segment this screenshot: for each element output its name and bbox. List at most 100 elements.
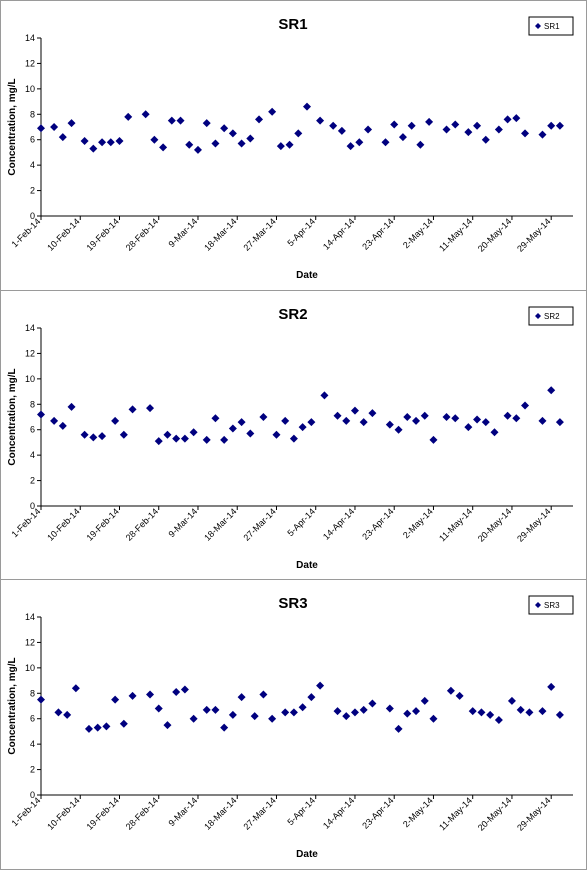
y-tick-label: 6 [30,135,35,145]
data-point [525,708,534,717]
chart-svg-sr1: SR1 0 2 4 6 8 10 12 14 1-Feb-14 10-Feb-14 19-Feb-14… [7,16,574,281]
chart-svg-sr3: SR3 0 2 4 6 8 10 12 14 1-Feb-14 10-Feb-14 19-Feb-14… [7,595,574,860]
x-tick-label: 27-Mar-14 [241,506,277,542]
x-tick-label: 5-Apr-14 [285,506,317,538]
data-point [246,429,255,438]
y-axis-label: Concentration, mg/L [7,78,18,175]
data-point [381,138,390,147]
data-point [111,416,120,425]
x-tick-label: 18-Mar-14 [202,506,238,542]
data-point [37,124,45,133]
y-tick-label: 0 [30,211,35,221]
data-point [512,114,521,123]
data-point [50,416,59,425]
data-point [451,120,460,129]
y-tick-label: 14 [25,33,35,43]
legend-box [528,595,574,615]
data-point [89,144,98,153]
x-tick-label: 29-May-14 [515,216,552,253]
data-point [159,143,168,152]
y-tick-label: 14 [25,612,35,622]
x-tick-label: 28-Feb-14 [124,216,160,252]
data-point [385,704,394,713]
data-point [403,709,412,718]
chart-title: SR3 [278,595,307,612]
data-point [58,133,67,142]
data-point [146,690,155,699]
y-tick-label: 2 [30,476,35,486]
data-point [146,404,155,413]
x-tick-label: 28-Feb-14 [124,506,160,542]
data-point [350,708,359,717]
y-tick-label: 12 [25,58,35,68]
x-tick-label: 1-Feb-14 [10,795,43,828]
x-tick-label: 20-May-14 [476,506,513,543]
data-point [481,135,490,144]
x-axis-label: Date [296,270,318,281]
data-point [538,707,547,716]
data-point [307,418,316,427]
data-point [420,411,429,420]
y-tick-label: 4 [30,450,35,460]
data-point [58,421,67,430]
data-point [468,707,477,716]
legend-marker [535,602,541,608]
chart-panel-sr3: SR3 0 2 4 6 8 10 12 14 1-Feb-14 10-Feb-14 19-Feb-14… [0,579,587,870]
x-tick-label: 28-Feb-14 [124,795,160,831]
data-point [259,690,268,699]
y-tick-label: 10 [25,84,35,94]
x-tick-label: 1-Feb-14 [10,506,43,539]
x-tick-label: 27-Mar-14 [241,216,277,252]
data-point [316,116,325,125]
data-point [54,708,63,717]
y-tick-label: 8 [30,399,35,409]
x-tick-label: 2-May-14 [401,795,435,829]
data-point [228,710,237,719]
data-point [455,691,464,700]
data-point [385,420,394,429]
data-point [220,124,229,133]
data-point [494,125,503,134]
data-point [268,107,277,116]
legend-label: SR2 [544,312,560,321]
x-tick-label: 23-Apr-14 [360,216,395,251]
data-point [464,128,473,137]
data-point [538,130,547,139]
data-point [259,413,268,421]
x-tick-label: 27-Mar-14 [241,795,277,831]
x-tick-label: 9-Mar-14 [167,795,200,828]
y-tick-label: 8 [30,109,35,119]
y-tick-label: 0 [30,501,35,511]
data-point [359,418,368,427]
x-tick-label: 23-Apr-14 [360,506,395,541]
data-point [281,416,290,425]
data-point [320,391,329,400]
data-point [359,705,368,714]
data-point [141,110,150,119]
data-point [429,435,438,444]
y-tick-label: 10 [25,374,35,384]
data-point [111,695,120,704]
data-point [403,413,412,421]
data-point [268,714,277,723]
data-point [98,138,107,147]
y-tick-label: 6 [30,425,35,435]
data-point [67,119,76,128]
chart-title: SR1 [278,16,307,33]
x-tick-label: 9-Mar-14 [167,506,200,539]
x-tick-label: 18-Mar-14 [202,216,238,252]
data-point [285,140,294,149]
data-point [555,121,564,130]
data-point [289,708,298,717]
data-point [50,123,59,131]
data-point [407,121,416,130]
data-point [193,145,202,154]
legend-label: SR3 [544,601,560,610]
chart-panel-sr1: SR1 0 2 4 6 8 10 12 14 1-Feb-14 10-Feb-14 19-Feb-14… [0,0,587,291]
data-point [163,430,172,439]
data-point [481,418,490,427]
x-tick-label: 2-May-14 [401,506,435,540]
data-point [98,432,107,441]
data-point [255,115,264,124]
